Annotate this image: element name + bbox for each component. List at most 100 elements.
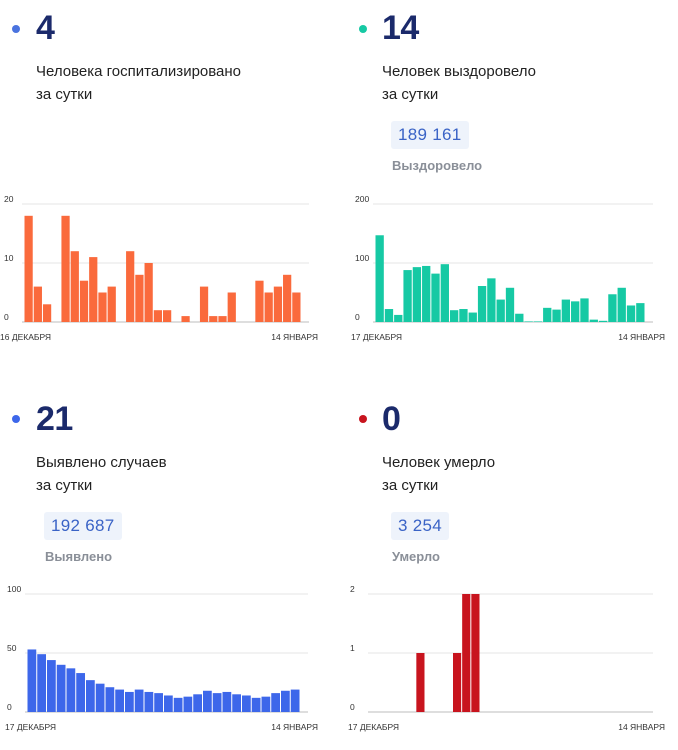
bar	[505, 287, 515, 322]
bar	[154, 693, 163, 712]
y-tick-label: 100	[355, 253, 369, 263]
bar	[27, 649, 37, 712]
bar	[89, 257, 98, 322]
bar	[33, 286, 42, 322]
bar	[95, 683, 105, 712]
cases-chart: 100 50 0 17 ДЕКАБРЯ 14 ЯНВАРЯ	[5, 584, 318, 732]
bar	[598, 320, 608, 322]
panel-hospitalized: 4 Человека госпитализировано за сутки 20…	[0, 0, 330, 360]
bar	[242, 695, 251, 712]
bar	[144, 691, 154, 712]
bar	[232, 694, 241, 712]
y-tick-label: 0	[350, 702, 355, 712]
cases-count: 21	[36, 400, 73, 438]
bar	[264, 292, 273, 322]
bar	[608, 294, 617, 322]
bar	[107, 286, 116, 322]
deaths-description: Человек умерло за сутки	[382, 454, 496, 494]
bar	[292, 292, 301, 322]
deaths-total-label: Умерло	[392, 549, 440, 564]
hospitalized-count: 4	[36, 9, 55, 47]
bar	[135, 274, 144, 322]
bar	[477, 286, 487, 322]
bar	[199, 286, 209, 322]
deaths-chart: 2 1 0 17 ДЕКАБРЯ 14 ЯНВАРЯ	[348, 584, 665, 732]
bar	[394, 314, 403, 322]
bar	[561, 299, 571, 322]
cases-total-label: Выявлено	[45, 549, 113, 564]
bar	[468, 312, 477, 322]
recovered-total-label: Выздоровело	[392, 158, 483, 173]
x-end-label: 14 ЯНВАРЯ	[618, 332, 665, 342]
bar	[70, 251, 79, 322]
y-tick-label: 0	[7, 702, 12, 712]
bar	[144, 263, 153, 322]
deaths-total: 3 254	[391, 512, 450, 540]
bar	[212, 693, 222, 712]
y-tick-label: 200	[355, 194, 369, 204]
recovered-chart: 200 100 0 17 ДЕКАБРЯ 14 ЯНВАРЯ	[351, 194, 665, 342]
bar	[416, 653, 425, 712]
bar	[589, 319, 598, 322]
bar	[86, 680, 95, 712]
cases-description: Выявлено случаев за сутки	[36, 454, 167, 494]
bar	[496, 299, 505, 322]
bar	[153, 310, 162, 322]
bar	[459, 309, 468, 322]
hospitalized-chart: 20 10 0 16 ДЕКАБРЯ 14 ЯНВАРЯ	[0, 194, 318, 342]
bar	[24, 215, 33, 322]
bar	[412, 267, 422, 322]
bar	[384, 309, 394, 322]
bar	[453, 653, 462, 712]
indicator-dot	[359, 415, 367, 423]
y-tick-label: 2	[350, 584, 355, 594]
panel-recovered: 14 Человек выздоровело за сутки 189 161 …	[340, 0, 670, 360]
bar	[98, 292, 107, 322]
bar	[125, 691, 134, 712]
panel-cases: 21 Выявлено случаев за сутки 192 687 Выя…	[0, 390, 330, 750]
y-tick-label: 10	[4, 253, 14, 263]
bar	[56, 664, 66, 712]
hospitalized-description: Человека госпитализировано за сутки	[36, 63, 242, 103]
bar	[134, 689, 144, 712]
bar	[403, 270, 412, 322]
recovered-total: 189 161	[391, 121, 469, 149]
recovered-description: Человек выздоровело за сутки	[382, 63, 536, 103]
bar	[422, 265, 431, 322]
y-tick-label: 0	[355, 312, 360, 322]
bar	[255, 280, 264, 322]
bar	[471, 594, 480, 712]
indicator-dot	[12, 415, 20, 423]
x-start-label: 16 ДЕКАБРЯ	[0, 332, 51, 342]
bar	[571, 301, 580, 322]
y-tick-label: 20	[4, 194, 14, 204]
bar	[281, 690, 290, 712]
bar	[126, 251, 135, 322]
bar	[431, 273, 440, 322]
bar	[163, 310, 172, 322]
bar	[440, 264, 449, 322]
bar	[47, 660, 56, 712]
bar	[524, 321, 533, 322]
bar	[533, 321, 543, 322]
recovered-count: 14	[382, 9, 419, 47]
indicator-dot	[12, 25, 20, 33]
bar	[552, 309, 561, 322]
bar	[636, 303, 645, 322]
bar	[271, 693, 280, 712]
bar	[580, 298, 589, 322]
x-end-label: 14 ЯНВАРЯ	[271, 722, 318, 732]
x-start-label: 17 ДЕКАБРЯ	[5, 722, 56, 732]
y-tick-label: 50	[7, 643, 17, 653]
bar	[261, 696, 271, 712]
panel-deaths: 0 Человек умерло за сутки 3 254 Умерло 2…	[340, 390, 670, 750]
indicator-dot	[359, 25, 367, 33]
bar	[462, 594, 471, 712]
bar	[66, 668, 76, 712]
bar	[105, 687, 115, 712]
bar	[449, 310, 459, 322]
x-end-label: 14 ЯНВАРЯ	[618, 722, 665, 732]
bar	[173, 697, 183, 712]
bar	[209, 316, 218, 322]
bar	[181, 316, 190, 322]
